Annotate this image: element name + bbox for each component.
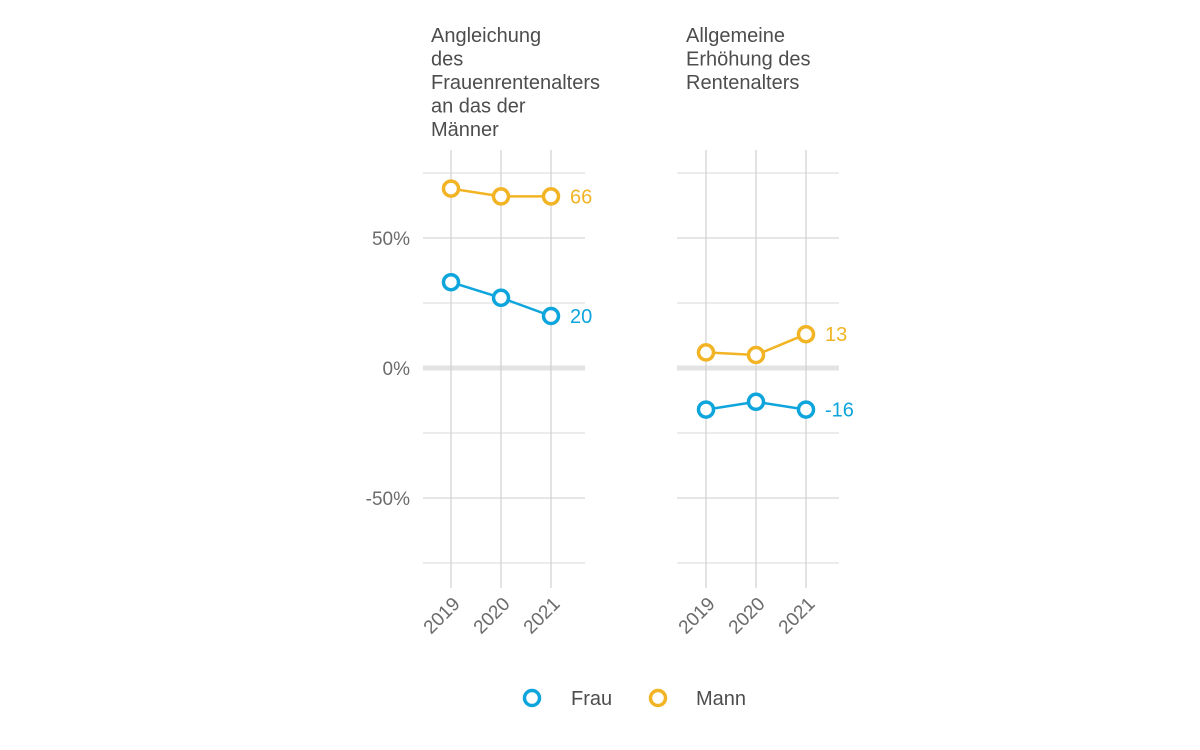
y-tick-label: 0% <box>383 359 411 380</box>
facet-title-line: Männer <box>431 119 499 141</box>
facet-title-line: des <box>431 49 463 71</box>
facet-title-line: Frauenrentenalters <box>431 72 600 94</box>
x-tick-label: 2019 <box>675 594 720 639</box>
x-tick-label: 2020 <box>725 594 770 639</box>
legend-label-mann: Mann <box>696 688 746 710</box>
facet-title-line: Allgemeine <box>686 25 785 47</box>
end-value-label: 20 <box>570 306 592 328</box>
y-tick-label: 50% <box>372 229 410 250</box>
y-axis: -50% 0% 50% <box>366 229 410 510</box>
data-point-frau <box>696 400 716 419</box>
facet-title-line: Rentenalters <box>686 72 799 94</box>
end-value-label: 66 <box>570 186 592 208</box>
data-point-frau <box>441 272 461 292</box>
end-value-label: 13 <box>825 324 847 346</box>
data-point-frau <box>746 392 766 412</box>
data-point-mann <box>441 179 461 198</box>
facet-title-line: Erhöhung des <box>686 49 811 71</box>
x-tick-label: 2021 <box>520 594 565 639</box>
end-value-label: -16 <box>825 400 854 422</box>
data-point-mann <box>491 187 511 206</box>
data-point-mann <box>696 343 716 362</box>
data-point-mann <box>541 187 561 206</box>
legend-marker-frau <box>522 688 542 708</box>
legend-marker-mann <box>648 688 668 708</box>
data-point-mann <box>796 324 816 344</box>
data-point-frau <box>541 306 561 326</box>
data-point-frau <box>796 400 816 419</box>
x-tick-label: 2020 <box>470 594 515 639</box>
x-tick-label: 2021 <box>775 594 820 639</box>
data-point-frau <box>491 288 511 308</box>
data-point-mann <box>746 345 766 365</box>
legend: Frau Mann <box>522 688 746 710</box>
x-tick-label: 2019 <box>420 594 465 639</box>
y-tick-label: -50% <box>366 489 410 510</box>
legend-label-frau: Frau <box>571 688 612 710</box>
facet-title-line: Angleichung <box>431 25 541 47</box>
facet-title-line: an das der <box>431 96 526 118</box>
